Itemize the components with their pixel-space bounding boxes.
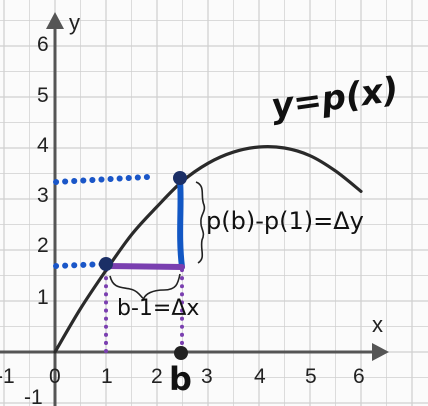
axes: [0, 12, 389, 406]
y-tick-label: 1: [37, 286, 49, 309]
delta-y-label: p(b)-p(1)=Δy: [206, 207, 364, 235]
x-tick-label: 2: [151, 365, 163, 388]
b-marker-label: b: [169, 360, 192, 398]
delta-x-brace: [109, 273, 181, 300]
dotted-line-p1: [53, 261, 107, 269]
point-b: [173, 171, 187, 185]
run-segment: [103, 263, 185, 270]
x-tick-label: 6: [353, 365, 365, 388]
x-tick-labels: -1 0 1 2 3 4 5 6: [0, 365, 365, 388]
x-tick-label: -1: [0, 365, 15, 388]
y-tick-label: 2: [37, 234, 49, 257]
x-tick-label: 0: [49, 365, 61, 388]
y-tick-label: -1: [24, 386, 43, 406]
dotted-line-pb: [53, 174, 151, 185]
rise-segment: [177, 177, 185, 270]
x-tick-label: 1: [101, 365, 113, 388]
x-tick-label: 4: [254, 365, 266, 388]
y-tick-label: 6: [37, 33, 49, 56]
x-tick-label: 5: [305, 365, 317, 388]
y-tick-label: 5: [37, 84, 49, 107]
delta-y-brace: [195, 181, 206, 264]
y-tick-label: 3: [37, 184, 49, 207]
function-label: y=p(x): [269, 69, 401, 126]
y-axis-label: y: [69, 10, 80, 35]
x-axis-arrow-icon: [372, 343, 389, 361]
y-tick-label: 4: [37, 134, 49, 157]
x-axis-label: x: [372, 312, 383, 337]
delta-x-label: b-1=Δx: [117, 296, 199, 321]
b-marker-dot: [174, 346, 188, 360]
y-axis-arrow-icon: [46, 12, 64, 29]
x-tick-label: 3: [201, 365, 213, 388]
point-1: [99, 257, 113, 271]
y-tick-labels: -1 1 2 3 4 5 6: [24, 33, 49, 406]
